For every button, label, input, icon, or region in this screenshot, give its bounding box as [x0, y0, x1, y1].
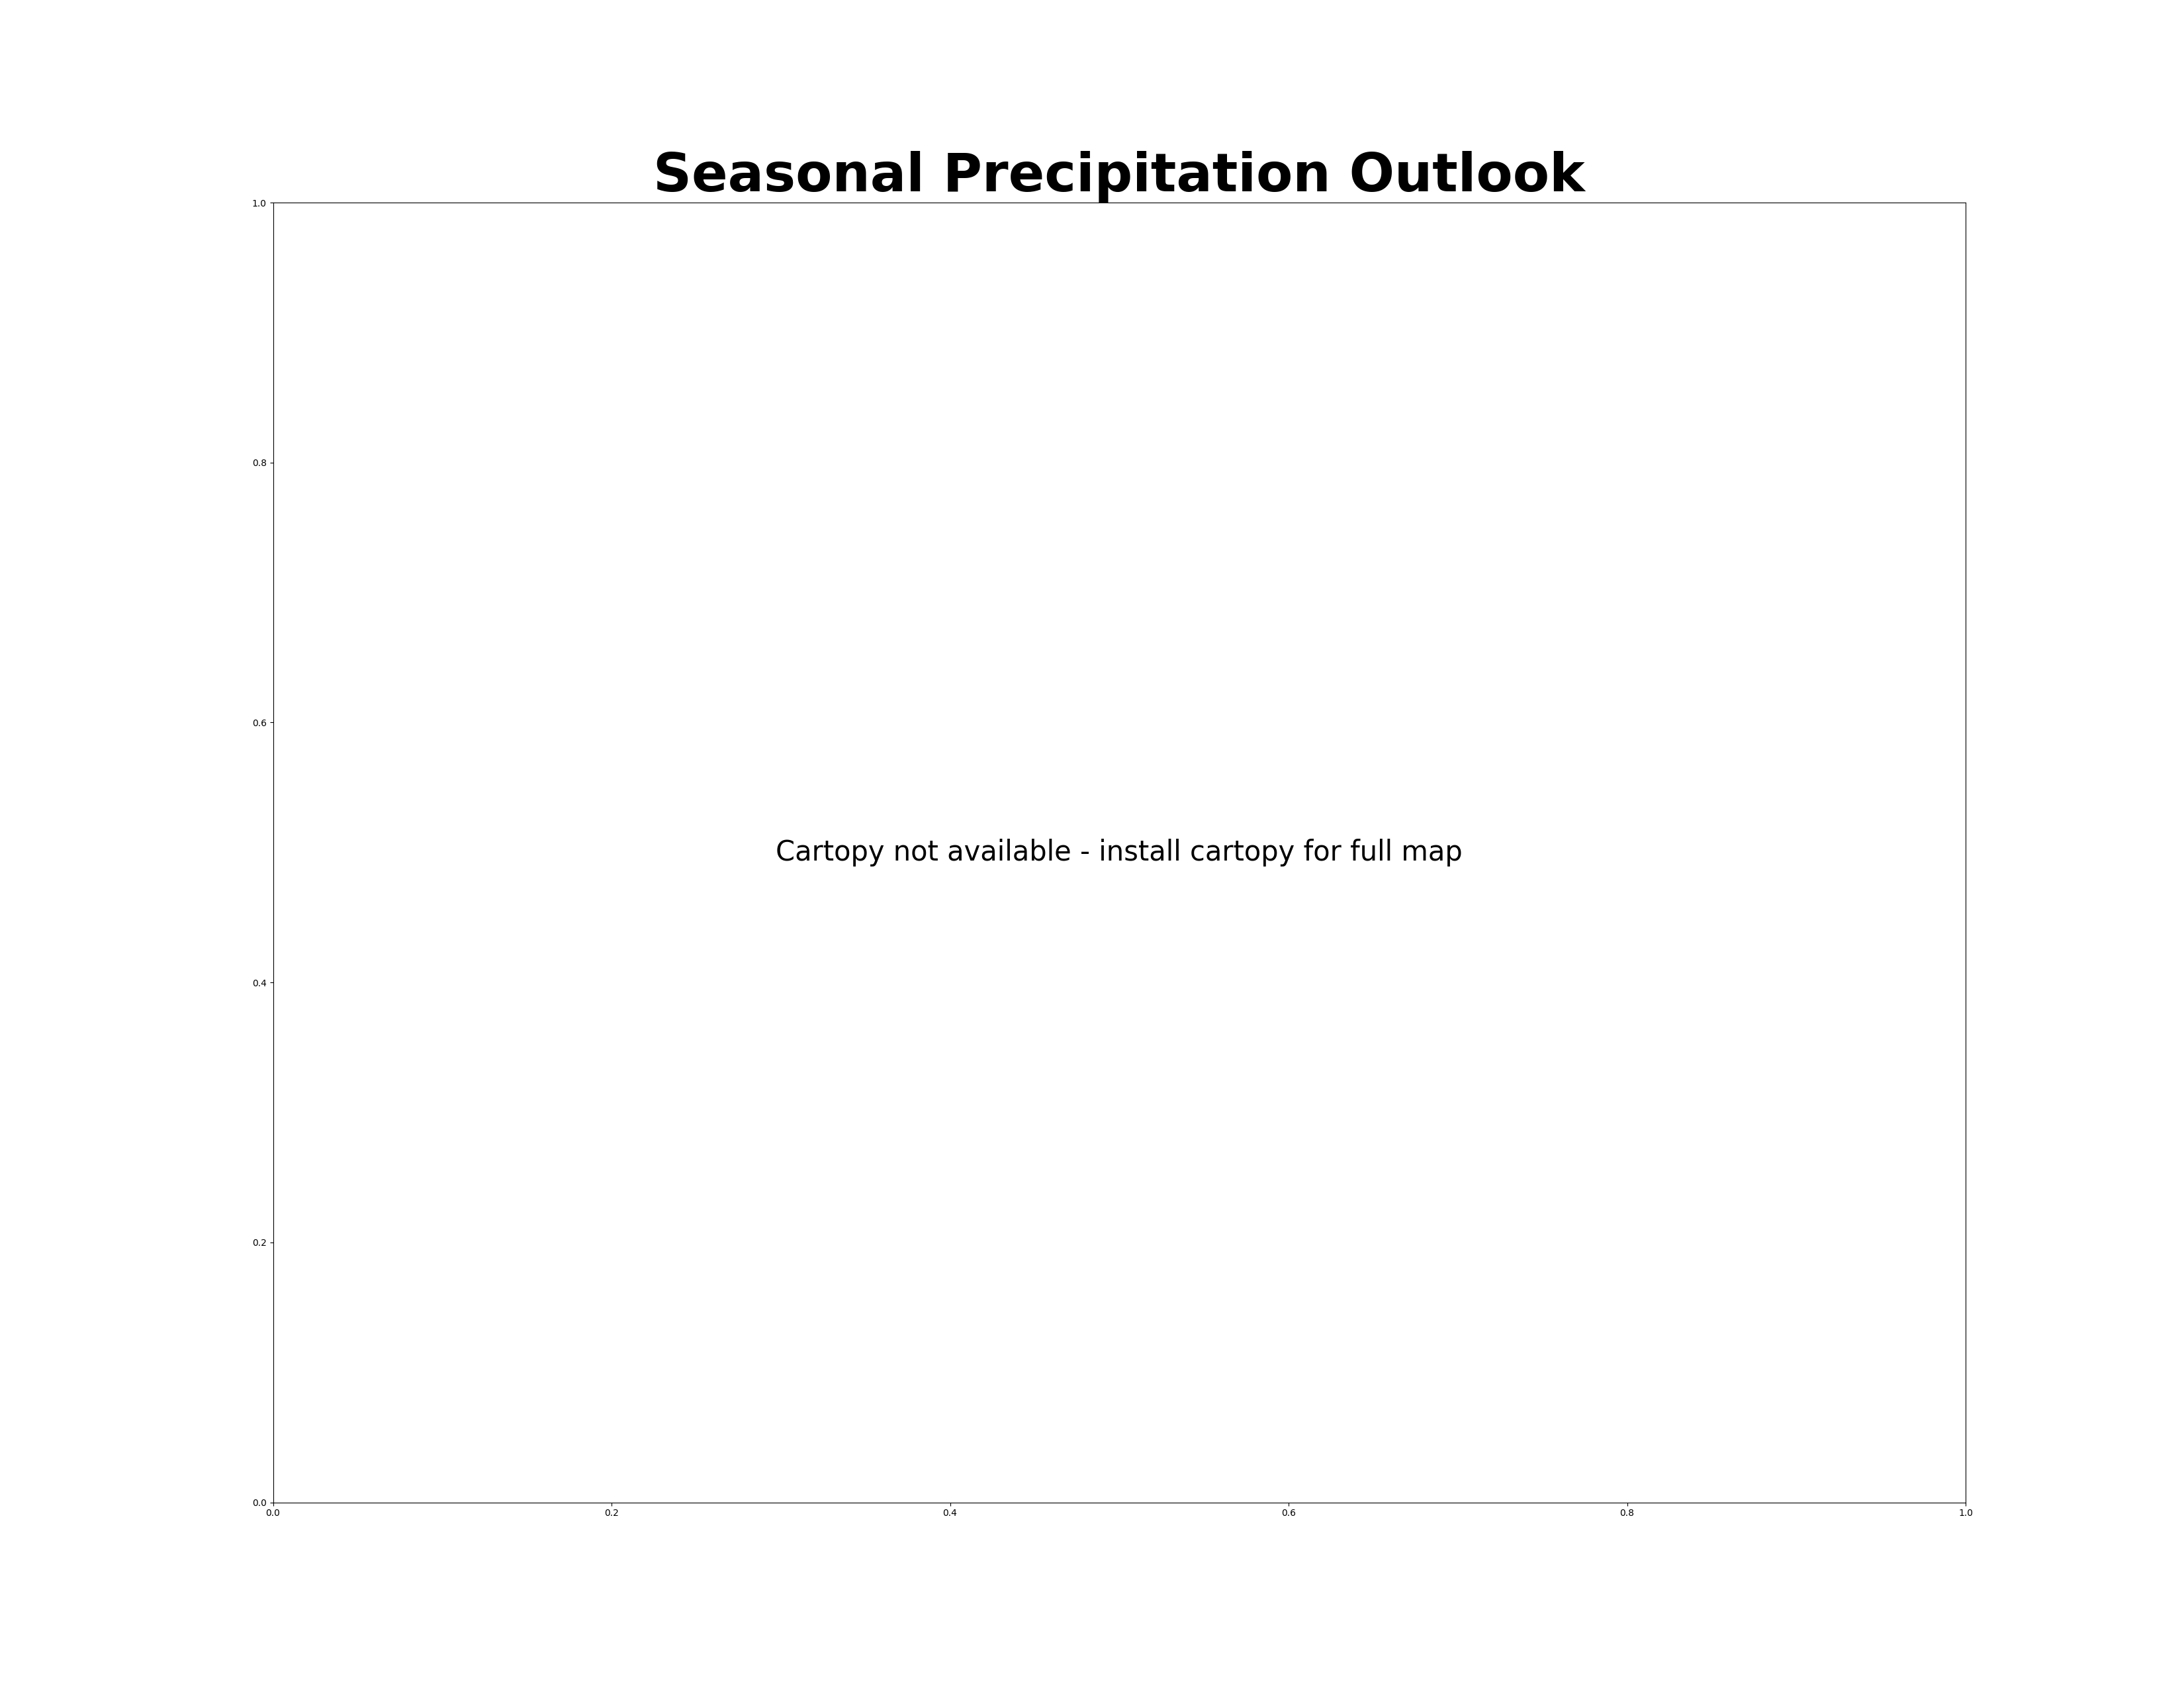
- Text: Cartopy not available - install cartopy for full map: Cartopy not available - install cartopy …: [775, 839, 1463, 866]
- Title: Seasonal Precipitation Outlook: Seasonal Precipitation Outlook: [653, 150, 1586, 203]
